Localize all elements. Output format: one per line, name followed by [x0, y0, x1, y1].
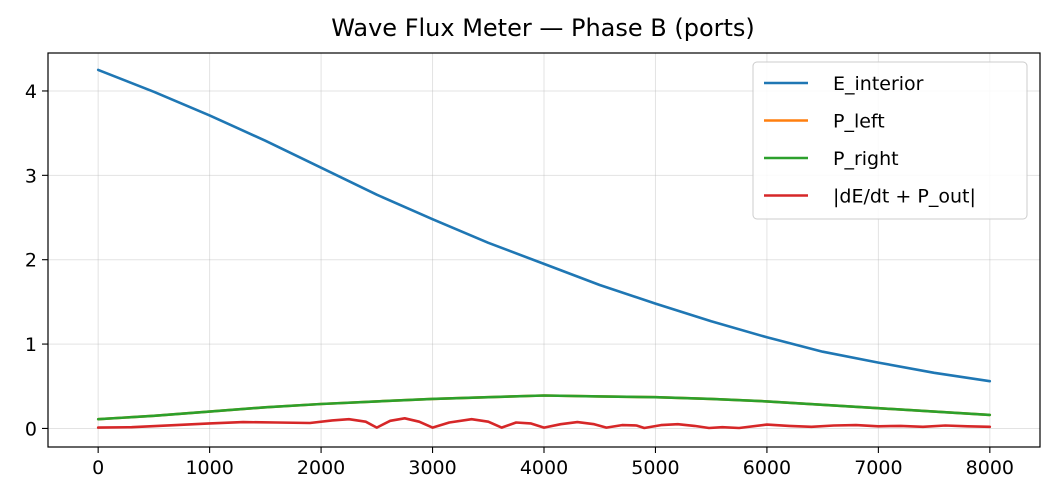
x-tick-label: 0	[92, 457, 104, 479]
legend-label-0: E_interior	[833, 73, 924, 95]
legend-label-3: |dE/dt + P_out|	[833, 186, 976, 208]
series-line-2	[96, 394, 992, 421]
legend-label-1: P_left	[833, 111, 885, 133]
y-tick-label: 4	[25, 81, 37, 103]
series-group	[96, 68, 992, 430]
series-line-0	[96, 68, 992, 383]
legend: E_interior P_left P_right |dE/dt + P_out|	[752, 61, 1028, 220]
x-tick-label: 3000	[408, 457, 456, 479]
y-tick-label: 2	[25, 250, 37, 272]
axis-ticks: 0 1000 2000 3000 4000 5000 6000 7000 8000 0 1 2 3 4	[25, 81, 1014, 479]
y-tick-label: 0	[25, 418, 37, 440]
x-tick-label: 6000	[743, 457, 791, 479]
y-tick-label: 3	[25, 165, 37, 187]
legend-label-2: P_right	[833, 148, 899, 170]
x-tick-label: 5000	[631, 457, 679, 479]
x-tick-label: 8000	[966, 457, 1014, 479]
series-line-3	[96, 417, 992, 430]
x-tick-label: 1000	[185, 457, 233, 479]
x-tick-label: 4000	[520, 457, 568, 479]
x-tick-label: 7000	[854, 457, 902, 479]
x-tick-label: 2000	[297, 457, 345, 479]
y-tick-label: 1	[25, 334, 37, 356]
legend-box	[752, 61, 1028, 220]
chart-title: Wave Flux Meter — Phase B (ports)	[331, 14, 755, 42]
